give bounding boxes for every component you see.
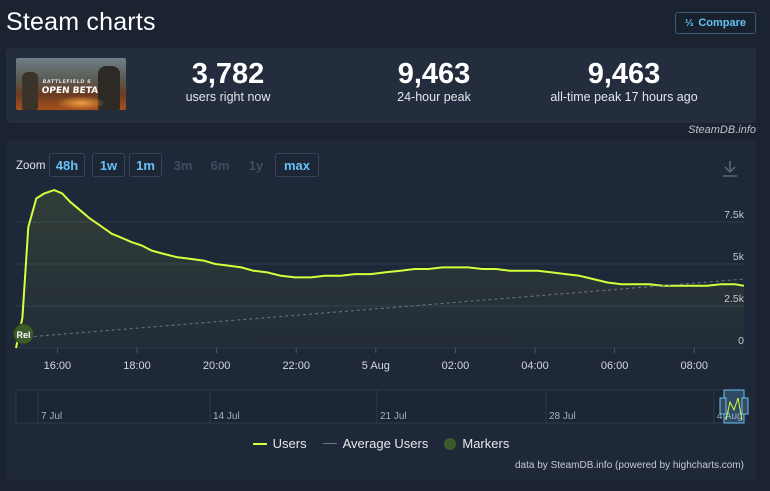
stat-value: 3,782 bbox=[191, 58, 265, 90]
zoom-6m-button: 6m bbox=[210, 157, 230, 173]
stat-current-users: 3,782 users right now bbox=[148, 58, 308, 104]
navigator-track bbox=[15, 389, 745, 424]
y-tick-label: 5k bbox=[733, 251, 745, 263]
stat-value: 9,463 bbox=[397, 58, 471, 90]
chart-legend: Users Average Users Markers bbox=[6, 436, 756, 451]
source-credit: SteamDB.info bbox=[688, 124, 756, 136]
page-title: Steam charts bbox=[6, 8, 156, 36]
navigator-label: 14 Jul bbox=[213, 411, 240, 422]
banner-logo: BATTLEFIELD 6 OPEN BETA bbox=[41, 79, 99, 96]
stats-panel: BATTLEFIELD 6 OPEN BETA 3,782 users righ… bbox=[6, 48, 756, 123]
navigator-label: 28 Jul bbox=[549, 411, 576, 422]
legend-label: Average Users bbox=[342, 436, 429, 451]
zoom-3m-button: 3m bbox=[173, 157, 193, 173]
stat-all-time-peak: 9,463 all-time peak 17 hours ago bbox=[544, 58, 704, 104]
navigator-label: 21 Jul bbox=[380, 411, 407, 422]
compare-label: Compare bbox=[698, 17, 747, 29]
users-series-line bbox=[15, 189, 745, 349]
x-tick-label: 16:00 bbox=[44, 360, 72, 372]
x-tick-label: 08:00 bbox=[680, 360, 708, 372]
navigator-label: 4 Aug bbox=[717, 411, 743, 422]
y-tick-label: 0 bbox=[738, 335, 744, 347]
zoom-1w-button[interactable]: 1w bbox=[92, 153, 125, 177]
navigator-sparkline bbox=[725, 397, 743, 421]
y-tick-label: 7.5k bbox=[724, 209, 745, 221]
x-tick-label: 06:00 bbox=[601, 360, 629, 372]
footer-credit: data by SteamDB.info (powered by highcha… bbox=[515, 460, 744, 471]
stat-label: all-time peak 17 hours ago bbox=[550, 90, 698, 104]
navigator-selection bbox=[723, 389, 745, 424]
compare-button[interactable]: ⅓ Compare bbox=[675, 12, 756, 34]
stat-value: 9,463 bbox=[587, 58, 661, 90]
x-tick-label: 20:00 bbox=[203, 360, 231, 372]
legend-item-markers[interactable]: Markers bbox=[444, 436, 509, 451]
x-tick-label: 22:00 bbox=[282, 360, 310, 372]
sort-numeric-icon: ⅓ bbox=[684, 17, 694, 29]
navigator-handle-right bbox=[741, 397, 749, 415]
x-tick-label: 5 Aug bbox=[362, 360, 390, 372]
app-banner-image[interactable]: BATTLEFIELD 6 OPEN BETA bbox=[16, 58, 126, 110]
users-swatch bbox=[252, 442, 267, 445]
zoom-48h-button[interactable]: 48h bbox=[49, 153, 85, 177]
zoom-max-button[interactable]: max bbox=[275, 153, 319, 177]
x-tick-label: 04:00 bbox=[521, 360, 549, 372]
x-tick-label: 18:00 bbox=[123, 360, 151, 372]
average-swatch bbox=[322, 443, 337, 444]
zoom-label: Zoom bbox=[16, 160, 46, 172]
legend-item-users[interactable]: Users bbox=[252, 436, 307, 451]
marker-swatch bbox=[444, 437, 457, 450]
player-count-chart[interactable]: Rel 0 2.5k 5k 7.5k 16:00 18:00 20:00 22:00 5 Aug… bbox=[6, 140, 756, 440]
zoom-1m-button[interactable]: 1m bbox=[129, 153, 162, 177]
stat-label: 24-hour peak bbox=[397, 90, 471, 104]
navigator-label: 7 Jul bbox=[41, 411, 62, 422]
y-tick-label: 2.5k bbox=[724, 293, 745, 305]
chart-panel: Zoom 48h 1w 1m 3m 6m 1y max Rel 0 2.5k 5k 7… bbox=[6, 140, 756, 480]
navigator-handle-left bbox=[719, 397, 727, 415]
legend-label: Users bbox=[272, 436, 307, 451]
legend-label: Markers bbox=[462, 436, 510, 451]
zoom-1y-button: 1y bbox=[248, 157, 264, 173]
legend-item-average-users[interactable]: Average Users bbox=[322, 436, 429, 451]
download-icon[interactable] bbox=[722, 160, 738, 178]
users-area bbox=[16, 190, 744, 348]
x-tick-label: 02:00 bbox=[442, 360, 470, 372]
stat-24h-peak: 9,463 24-hour peak bbox=[354, 58, 514, 104]
average-series-line bbox=[15, 278, 745, 339]
release-marker-label: Rel bbox=[17, 330, 31, 340]
stat-label: users right now bbox=[185, 90, 271, 104]
release-marker bbox=[13, 323, 35, 345]
